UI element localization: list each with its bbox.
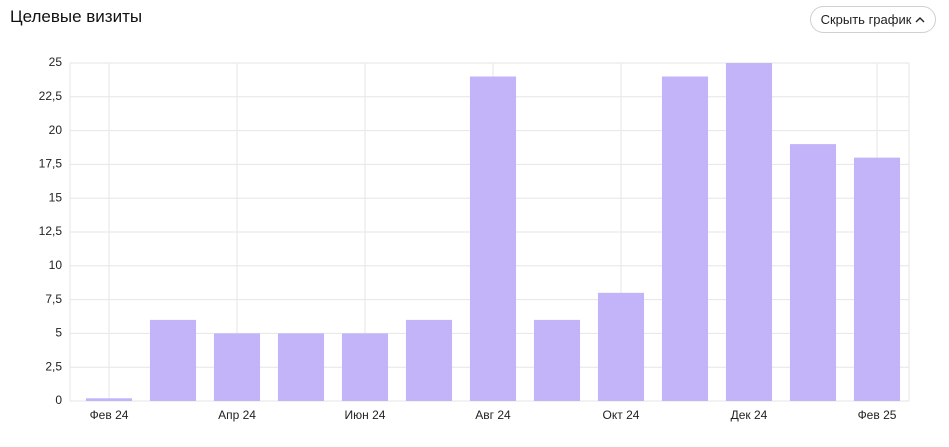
bar (725, 63, 773, 401)
x-tick-label: Июн 24 (345, 408, 386, 422)
y-tick-label: 7,5 (45, 292, 62, 306)
bar (149, 319, 197, 401)
x-tick-label: Окт 24 (603, 408, 640, 422)
y-tick-label: 10 (49, 258, 63, 272)
y-tick-label: 25 (49, 55, 63, 69)
chevron-up (915, 16, 925, 22)
x-tick-label: Апр 24 (218, 408, 256, 422)
x-tick-label: Фев 24 (90, 408, 129, 422)
bar (469, 76, 517, 402)
y-tick-label: 20 (49, 123, 63, 137)
button-label: Скрыть график (820, 12, 912, 27)
chart-title: Целевые визиты (10, 7, 143, 26)
bar (405, 319, 453, 401)
y-tick-label: 0 (55, 393, 62, 407)
bar (341, 333, 389, 401)
x-tick-label: Дек 24 (731, 408, 768, 422)
hide-chart-button[interactable]: Скрыть график (810, 6, 936, 33)
bar (213, 333, 261, 401)
bar (853, 157, 901, 401)
bar (597, 292, 645, 401)
y-tick-label: 5 (55, 326, 62, 340)
bar (277, 333, 325, 401)
bar (85, 398, 133, 401)
y-tick-label: 2,5 (45, 359, 62, 373)
y-tick-label: 22,5 (39, 89, 63, 103)
y-tick-label: 15 (49, 190, 63, 204)
y-tick-label: 17,5 (39, 157, 63, 171)
x-tick-label: Фев 25 (858, 408, 897, 422)
y-tick-label: 12,5 (39, 224, 63, 238)
bar (533, 319, 581, 401)
x-tick-label: Авг 24 (475, 408, 511, 422)
bar (661, 76, 709, 402)
bar (789, 144, 837, 401)
